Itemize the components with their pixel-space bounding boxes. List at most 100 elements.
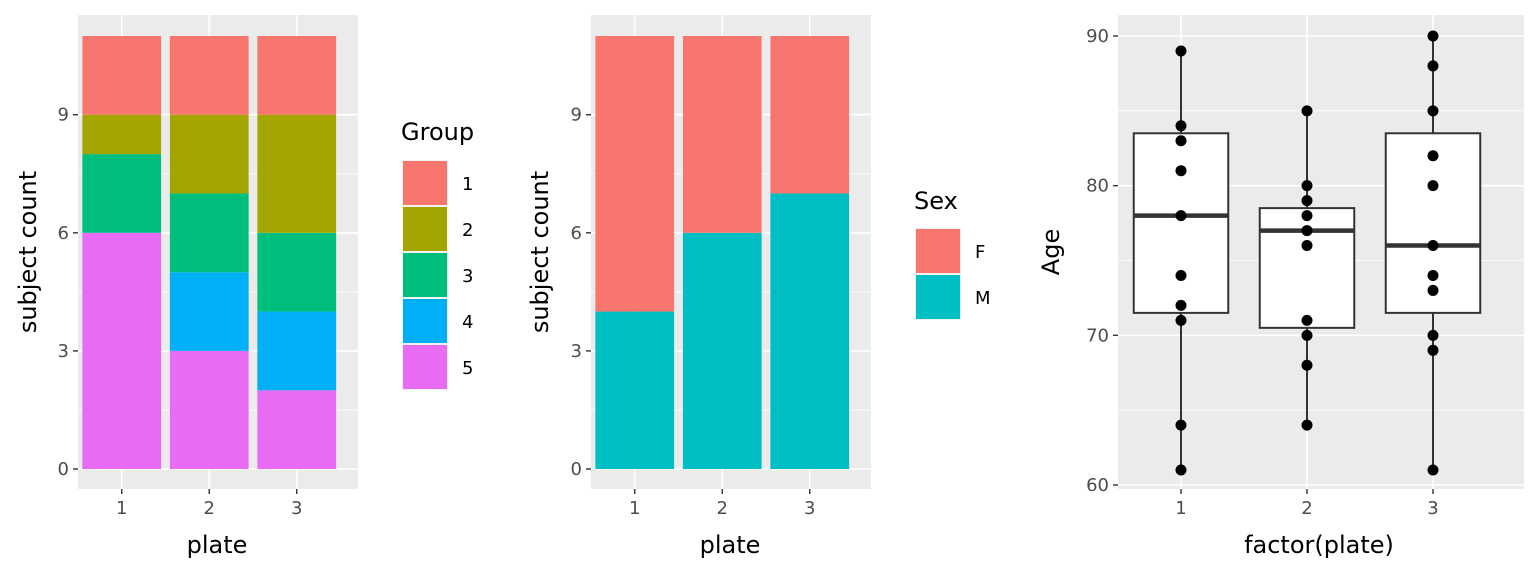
box-iqr (1132, 132, 1230, 314)
y-tick-label: 3 (571, 341, 582, 362)
data-point (1301, 314, 1313, 326)
legend-label: M (975, 288, 991, 309)
data-point (1175, 314, 1187, 326)
data-point (1427, 180, 1439, 192)
bar-segment (595, 311, 675, 469)
y-axis-title-2: subject count (526, 171, 554, 333)
y-tick-label: 9 (571, 105, 582, 126)
y-tick-label: 0 (58, 459, 69, 480)
bar-segment (770, 193, 850, 470)
y-tick-label: 9 (58, 105, 69, 126)
legend-title-1: Group (401, 118, 474, 146)
bar-segment (595, 36, 675, 312)
data-point (1301, 419, 1313, 431)
y-axis-title-1: subject count (14, 171, 42, 333)
x-axis-title-1: plate (187, 531, 248, 559)
y-tick-label: 0 (571, 459, 582, 480)
y-axis-title-3: Age (1037, 229, 1065, 275)
x-tick-label: 1 (629, 498, 640, 519)
data-point (1301, 225, 1313, 237)
y-tick-label: 6 (58, 223, 69, 244)
legend-2: Sex FM (914, 187, 991, 320)
bar-segment (257, 390, 337, 469)
x-tick-label: 2 (204, 498, 215, 519)
bar-segment (257, 232, 337, 312)
x-tick-label: 3 (1427, 498, 1438, 519)
x-tick-label: 2 (1301, 498, 1312, 519)
data-point (1175, 269, 1187, 281)
legend-label: 2 (462, 220, 473, 241)
data-point (1175, 210, 1187, 222)
x-tick-label: 2 (717, 498, 728, 519)
bar-segment (682, 232, 762, 469)
y-axis-3: 60 70 80 90 (1086, 26, 1118, 496)
data-point (1301, 195, 1313, 207)
y-axis-2: 0 3 6 9 (571, 105, 591, 480)
legend-1: Group 1 2 3 4 5 (401, 118, 474, 390)
data-point (1301, 210, 1313, 222)
y-tick-label: 90 (1086, 26, 1109, 47)
data-point (1175, 299, 1187, 311)
y-tick-label: 60 (1086, 475, 1109, 496)
x-tick-label: 1 (116, 498, 127, 519)
x-axis-3: 1 2 3 (1175, 489, 1439, 519)
data-point (1427, 150, 1439, 162)
bar-segment (257, 114, 337, 233)
bar-segment (82, 114, 162, 155)
bars-1 (82, 36, 337, 469)
data-point (1427, 344, 1439, 356)
data-point (1175, 120, 1187, 132)
legend-label: 5 (462, 358, 473, 379)
y-tick-label: 70 (1086, 325, 1109, 346)
bar-segment (169, 193, 249, 273)
bars-2 (595, 36, 850, 470)
x-tick-label: 1 (1175, 498, 1186, 519)
bar-segment (169, 272, 249, 351)
legend-title-2: Sex (914, 187, 958, 215)
data-point (1427, 240, 1439, 252)
data-point (1175, 464, 1187, 476)
data-point (1301, 105, 1313, 117)
x-axis-1: 1 2 3 (116, 489, 302, 519)
bar-segment (770, 36, 850, 194)
data-point (1301, 240, 1313, 252)
legend-swatch (916, 229, 960, 273)
data-point (1175, 45, 1187, 57)
bar-segment (682, 36, 762, 233)
data-point (1427, 329, 1439, 341)
points-3 (1175, 30, 1439, 476)
legend-swatch (403, 345, 447, 389)
bar-segment (257, 311, 337, 391)
data-point (1427, 269, 1439, 281)
x-tick-label: 3 (804, 498, 815, 519)
data-point (1301, 359, 1313, 371)
x-axis-title-3: factor(plate) (1244, 531, 1394, 559)
data-point (1175, 419, 1187, 431)
box-iqr (1384, 132, 1482, 314)
legend-keys-2: FM (915, 228, 991, 320)
y-tick-label: 6 (571, 223, 582, 244)
legend-swatch (403, 299, 447, 343)
chart-3: 60 70 80 90 1 2 3 factor(plate) Age (1037, 15, 1524, 559)
data-point (1427, 105, 1439, 117)
data-point (1427, 464, 1439, 476)
data-point (1427, 284, 1439, 296)
data-point (1301, 329, 1313, 341)
legend-swatch (403, 161, 447, 205)
bar-segment (82, 36, 162, 115)
bar-segment (169, 350, 249, 469)
data-point (1427, 30, 1439, 42)
x-axis-title-2: plate (700, 531, 761, 559)
legend-swatch (403, 253, 447, 297)
legend-label: 3 (462, 266, 473, 287)
data-point (1301, 180, 1313, 192)
bar-segment (82, 154, 162, 233)
data-point (1175, 165, 1187, 177)
bar-segment (169, 36, 249, 115)
legend-label: 1 (462, 174, 473, 195)
boxplot (1132, 50, 1230, 471)
bar-segment (257, 36, 337, 115)
